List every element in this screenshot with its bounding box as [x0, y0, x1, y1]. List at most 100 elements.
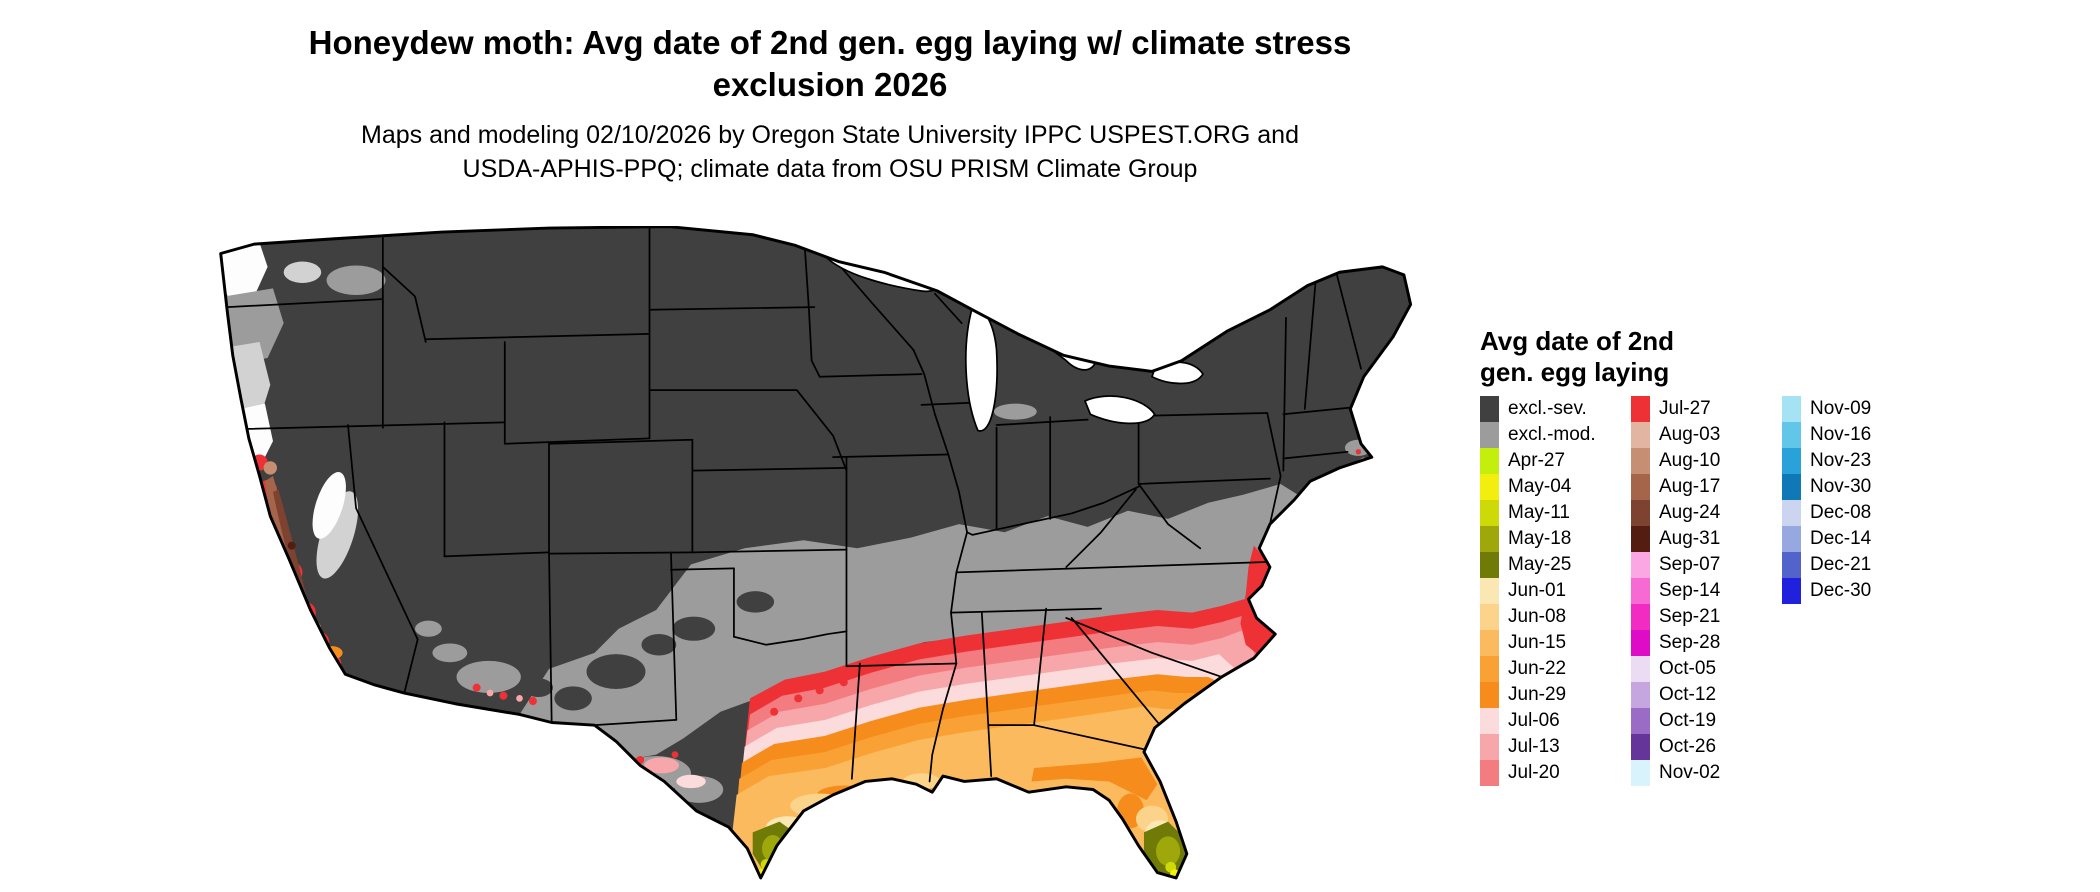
- legend-swatch: [1631, 578, 1650, 604]
- legend-swatch: [1782, 578, 1801, 604]
- legend-item-label: excl.-sev.: [1508, 398, 1587, 419]
- legend-item-label: Jul-06: [1508, 710, 1560, 731]
- legend-item: Jul-20: [1480, 760, 1631, 786]
- legend-item-label: Nov-23: [1810, 450, 1872, 471]
- subtitle-line-2: USDA-APHIS-PPQ; climate data from OSU PR…: [462, 155, 1198, 183]
- legend-item: Sep-07: [1631, 552, 1782, 578]
- legend-item-label: Sep-28: [1659, 632, 1721, 653]
- legend-item: Jun-08: [1480, 604, 1631, 630]
- legend-item-label: Oct-05: [1659, 658, 1717, 679]
- legend-columns: excl.-sev. excl.-mod. Apr-27 May-04 May-11 Ma…: [1480, 396, 2080, 786]
- legend-swatch: [1480, 734, 1499, 760]
- legend-item: Jun-22: [1480, 656, 1631, 682]
- legend-item-label: Nov-09: [1810, 398, 1872, 419]
- legend-item: Jun-29: [1480, 682, 1631, 708]
- subtitle-line-1: Maps and modeling 02/10/2026 by Oregon S…: [361, 121, 1299, 149]
- legend-item: Aug-31: [1631, 526, 1782, 552]
- legend-item: excl.-mod.: [1480, 422, 1631, 448]
- legend-swatch: [1480, 474, 1499, 500]
- legend-swatch: [1631, 474, 1650, 500]
- legend-swatch: [1480, 682, 1499, 708]
- legend-item-label: May-25: [1508, 554, 1572, 575]
- legend-item: Jun-01: [1480, 578, 1631, 604]
- legend-item: May-18: [1480, 526, 1631, 552]
- legend-item: May-25: [1480, 552, 1631, 578]
- legend-item: Aug-17: [1631, 474, 1782, 500]
- legend-item: Nov-09: [1782, 396, 1871, 422]
- legend-swatch: [1782, 552, 1801, 578]
- legend-swatch: [1631, 552, 1650, 578]
- legend-item: Sep-21: [1631, 604, 1782, 630]
- legend-item: Nov-23: [1782, 448, 1871, 474]
- legend-item-label: Nov-30: [1810, 476, 1872, 497]
- legend-swatch: [1782, 474, 1801, 500]
- legend-item-label: May-11: [1508, 502, 1570, 523]
- legend-item-label: Sep-07: [1659, 554, 1721, 575]
- legend-item-label: Jul-27: [1659, 398, 1711, 419]
- page-title: Honeydew moth: Avg date of 2nd gen. egg …: [0, 22, 1660, 106]
- legend-swatch: [1480, 552, 1499, 578]
- legend-item-label: Aug-24: [1659, 502, 1721, 523]
- legend-item-label: Aug-17: [1659, 476, 1721, 497]
- legend-title-line-2: gen. egg laying: [1480, 357, 1670, 387]
- legend-swatch: [1631, 526, 1650, 552]
- legend-swatch: [1480, 630, 1499, 656]
- legend-item: Nov-16: [1782, 422, 1871, 448]
- legend-item: excl.-sev.: [1480, 396, 1631, 422]
- legend-item-label: Oct-26: [1659, 736, 1717, 757]
- legend-swatch: [1631, 396, 1650, 422]
- legend-item: Jun-15: [1480, 630, 1631, 656]
- legend-item-label: Nov-02: [1659, 762, 1721, 783]
- legend-swatch: [1480, 500, 1499, 526]
- legend-item-label: May-04: [1508, 476, 1572, 497]
- title-line-2: exclusion 2026: [712, 66, 948, 103]
- legend-swatch: [1480, 604, 1499, 630]
- legend-item: Jul-27: [1631, 396, 1782, 422]
- legend-item: Oct-19: [1631, 708, 1782, 734]
- legend-item-label: Jul-13: [1508, 736, 1560, 757]
- legend-item: Dec-30: [1782, 578, 1871, 604]
- legend-item: Dec-14: [1782, 526, 1871, 552]
- legend-item: Oct-05: [1631, 656, 1782, 682]
- legend-item: Oct-26: [1631, 734, 1782, 760]
- legend-swatch: [1480, 578, 1499, 604]
- title-line-1: Honeydew moth: Avg date of 2nd gen. egg …: [308, 24, 1352, 61]
- legend-item: Nov-30: [1782, 474, 1871, 500]
- legend-item: Jul-13: [1480, 734, 1631, 760]
- legend-item-label: Apr-27: [1508, 450, 1566, 471]
- legend-swatch: [1480, 760, 1499, 786]
- legend-title-line-1: Avg date of 2nd: [1480, 326, 1675, 356]
- page-subtitle: Maps and modeling 02/10/2026 by Oregon S…: [0, 118, 1660, 186]
- legend-title: Avg date of 2nd gen. egg laying: [1480, 326, 2080, 388]
- legend-swatch: [1782, 396, 1801, 422]
- legend-swatch: [1480, 656, 1499, 682]
- legend-swatch: [1631, 422, 1650, 448]
- legend-swatch: [1480, 396, 1499, 422]
- legend-item-label: Dec-14: [1810, 528, 1872, 549]
- legend-item: May-04: [1480, 474, 1631, 500]
- map-legend: Avg date of 2nd gen. egg laying excl.-se…: [1480, 326, 2080, 786]
- legend-item-label: Jul-20: [1508, 762, 1560, 783]
- legend-item-label: May-18: [1508, 528, 1572, 549]
- legend-item-label: Dec-21: [1810, 554, 1872, 575]
- legend-swatch: [1631, 682, 1650, 708]
- legend-item: Aug-24: [1631, 500, 1782, 526]
- legend-swatch: [1631, 448, 1650, 474]
- legend-swatch: [1480, 448, 1499, 474]
- legend-item: May-11: [1480, 500, 1631, 526]
- legend-item-label: Jun-01: [1508, 580, 1567, 601]
- legend-swatch: [1631, 604, 1650, 630]
- legend-item-label: Dec-08: [1810, 502, 1872, 523]
- legend-item: Jul-06: [1480, 708, 1631, 734]
- legend-item: Dec-21: [1782, 552, 1871, 578]
- legend-swatch: [1631, 734, 1650, 760]
- legend-item-label: Sep-14: [1659, 580, 1721, 601]
- legend-swatch: [1782, 526, 1801, 552]
- legend-swatch: [1631, 656, 1650, 682]
- legend-item-label: Sep-21: [1659, 606, 1721, 627]
- legend-item: Oct-12: [1631, 682, 1782, 708]
- legend-column-3: Nov-09 Nov-16 Nov-23 Nov-30 Dec-08 Dec-14 Dec-…: [1782, 396, 1871, 786]
- legend-item-label: Aug-03: [1659, 424, 1721, 445]
- legend-swatch: [1631, 630, 1650, 656]
